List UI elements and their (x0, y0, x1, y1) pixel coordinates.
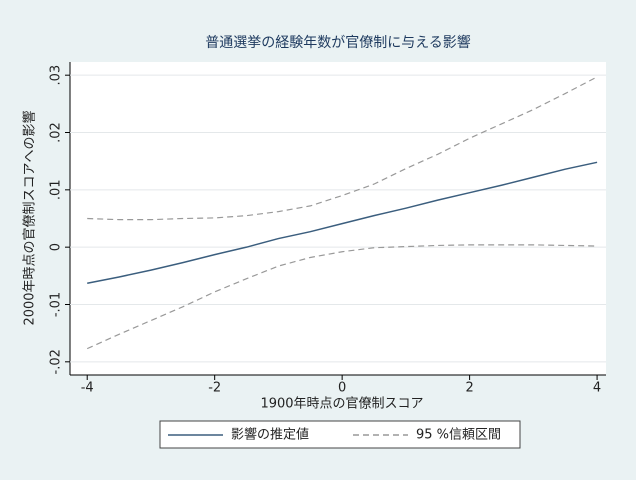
y-tick-label: .03 (49, 65, 64, 86)
legend-label: 影響の推定値 (231, 427, 309, 443)
chart-title: 普通選挙の経験年数が官僚制に与える影響 (205, 34, 471, 51)
x-tick-label: -4 (81, 381, 94, 396)
line-lower (86, 244, 598, 350)
y-tick-label: .01 (49, 179, 64, 200)
x-axis-label: 1900年時点の官僚制スコア (260, 396, 423, 412)
y-tick-label: -.01 (49, 292, 64, 317)
line-upper (87, 76, 598, 221)
y-tick-label: -.02 (49, 349, 64, 374)
x-tick-label: -2 (208, 381, 221, 396)
legend-label: 95 %信頼区間 (416, 428, 501, 443)
line-values (87, 161, 598, 285)
y-tick-label: .02 (49, 122, 64, 143)
x-tick-label: 2 (465, 381, 473, 396)
y-axis-label: 2000年時点の官僚制スコアへの影響 (22, 110, 38, 325)
plot-area (70, 62, 606, 375)
x-tick-label: 0 (338, 381, 346, 396)
x-tick-label: 4 (593, 381, 601, 396)
y-tick-label: 0 (49, 243, 64, 251)
